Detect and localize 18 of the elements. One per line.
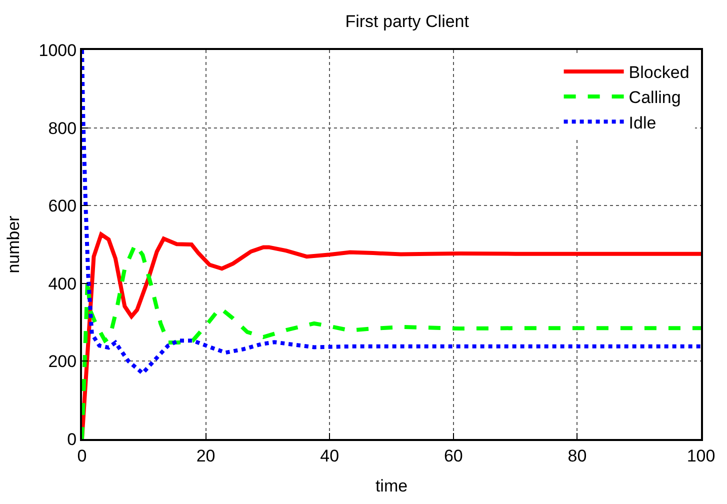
y-tick-label: 0 xyxy=(67,430,77,449)
y-tick-label: 800 xyxy=(48,118,77,138)
chart-title: First party Client xyxy=(345,12,470,32)
y-axis-title: number xyxy=(4,215,23,274)
x-tick-label: 60 xyxy=(444,446,463,466)
x-tick-label: 80 xyxy=(568,446,587,466)
y-tick-label: 1000 xyxy=(38,40,77,60)
legend-label: Idle xyxy=(628,113,656,132)
legend-label: Blocked xyxy=(628,63,690,82)
line-series xyxy=(82,50,701,376)
y-tick-label: 400 xyxy=(48,274,77,294)
x-axis-title: time xyxy=(375,476,408,496)
y-tick-label: 600 xyxy=(48,196,77,216)
x-tick-label: 40 xyxy=(320,446,340,466)
legend-label: Calling xyxy=(628,88,681,108)
y-tick-label: 200 xyxy=(48,352,77,372)
x-tick-label: 20 xyxy=(196,446,216,466)
x-tick-label: 100 xyxy=(686,446,716,466)
